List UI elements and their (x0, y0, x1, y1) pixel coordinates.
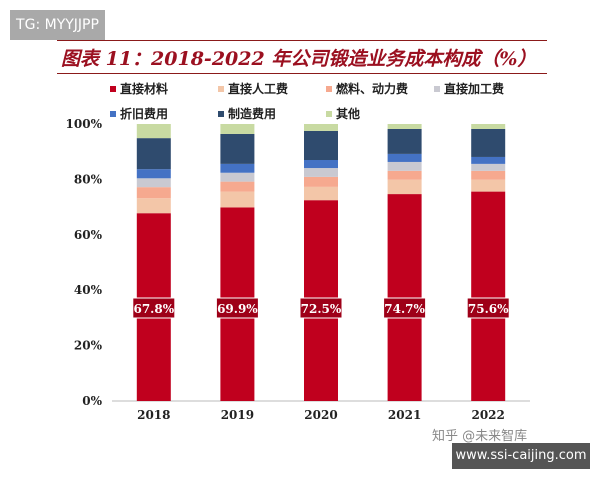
bar-segment (387, 128, 422, 154)
legend-swatch (326, 111, 332, 117)
data-label: 74.7% (384, 302, 425, 316)
legend-swatch (218, 86, 224, 92)
y-tick-label: 40% (74, 283, 103, 297)
y-tick-label: 60% (74, 228, 103, 242)
bar-segment (387, 179, 422, 195)
bar-segment (471, 124, 506, 129)
bar-segment (471, 170, 506, 180)
bar-segment (304, 168, 338, 177)
bar-segment (220, 181, 255, 192)
bar-segment (471, 179, 506, 192)
chart-title: 图表 11：2018-2022 年公司锻造业务成本构成（%） (61, 48, 537, 70)
x-tick-label: 2022 (471, 408, 504, 422)
bar-segment (387, 161, 422, 171)
legend-swatch (218, 111, 224, 117)
legend-label: 直接材料 (120, 81, 168, 96)
legend-swatch (110, 86, 116, 92)
legend-swatch (110, 111, 116, 117)
bar-segment (136, 198, 171, 214)
legend-label: 直接加工费 (444, 81, 504, 96)
bar-segment (220, 133, 255, 164)
data-label-box (466, 297, 510, 319)
data-label: 69.9% (217, 302, 258, 316)
bar-segment (220, 124, 255, 134)
bar-segment (471, 191, 506, 401)
bar-segment (136, 178, 171, 188)
data-label-box (215, 297, 259, 319)
x-tick-label: 2019 (221, 408, 254, 422)
legend-label: 其他 (336, 106, 360, 121)
y-tick-label: 100% (66, 117, 103, 131)
title-bar: 图表 11：2018-2022 年公司锻造业务成本构成（%） (57, 40, 547, 74)
data-label-box (383, 297, 427, 319)
bar-segment (471, 163, 506, 171)
bar-segment (387, 170, 422, 180)
data-label: 67.8% (133, 302, 174, 316)
legend-swatch (434, 86, 440, 92)
bar-segment (304, 176, 338, 187)
bar-segment (220, 191, 255, 208)
bar-segment (136, 187, 171, 199)
x-tick-label: 2020 (304, 408, 337, 422)
legend-label: 制造费用 (228, 106, 276, 121)
bar-segment (220, 163, 255, 173)
data-label-box (132, 297, 176, 319)
x-tick-label: 2021 (388, 408, 421, 422)
legend-swatch (326, 86, 332, 92)
bar-segment (136, 124, 171, 139)
legend-label: 折旧费用 (120, 106, 168, 121)
legend-label: 直接人工费 (228, 81, 288, 96)
y-tick-label: 20% (74, 339, 103, 353)
y-tick-label: 0% (82, 394, 102, 408)
bar-segment (387, 124, 422, 129)
bar-segment (220, 172, 255, 182)
bar-segment (471, 156, 506, 164)
bar-segment (304, 130, 338, 161)
data-label-box (299, 297, 343, 319)
watermark-zhihu: 知乎 @未来智库 (432, 429, 528, 444)
bar-segment (136, 169, 171, 179)
bar-segment (136, 138, 171, 170)
data-label: 72.5% (301, 302, 342, 316)
bar-segment (471, 128, 506, 157)
legend-label: 燃料、动力费 (336, 81, 408, 96)
x-tick-label: 2018 (137, 408, 170, 422)
y-tick-label: 80% (74, 172, 103, 186)
watermark-tg: TG: MYYJJPP (10, 10, 105, 40)
bar-segment (304, 124, 338, 131)
bar-segment (304, 186, 338, 201)
bar-segment (387, 153, 422, 162)
watermark-site: www.ssi-caijing.com (452, 443, 590, 469)
bar-segment (304, 160, 338, 169)
data-label: 75.6% (468, 302, 509, 316)
